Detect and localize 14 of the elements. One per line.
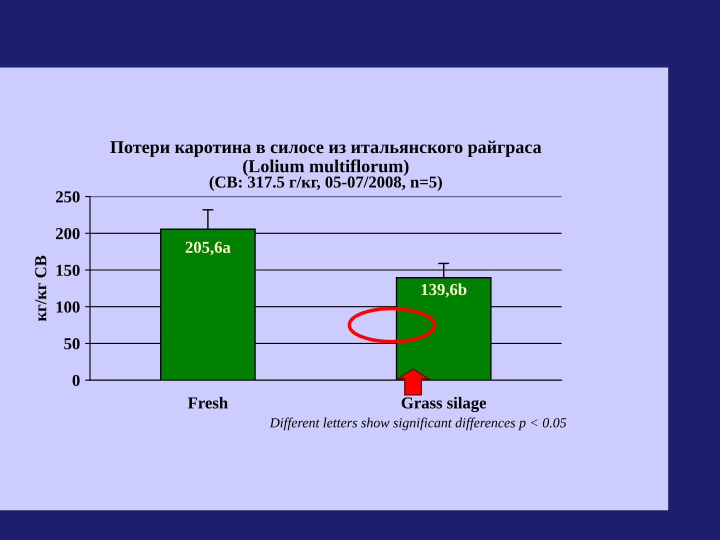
data-label: 139,6b <box>422 283 466 298</box>
chart-subtitle: (СВ: 317.5 г/кг, 05-07/2008, n=5) <box>210 176 442 192</box>
y-tick-label: 0 <box>72 374 80 386</box>
y-tick-label: 150 <box>56 264 80 276</box>
y-tick-label: 100 <box>56 301 80 313</box>
x-tick-label: Fresh <box>188 396 228 409</box>
text: Different letters show significant differences p < 0.05 <box>270 418 566 430</box>
y-tick-label: 250 <box>56 191 80 203</box>
y-axis-title: кг/кг СВ <box>35 256 46 322</box>
data-label: 205,6a <box>186 242 231 256</box>
y-tick-label: 50 <box>64 338 80 350</box>
chart-title: Потери каротина в силосе из итальянского райграса (Lolium multiflorum) <box>110 140 542 176</box>
y-tick-label: 200 <box>56 228 80 240</box>
x-tick-label: Grass silage <box>402 396 486 412</box>
